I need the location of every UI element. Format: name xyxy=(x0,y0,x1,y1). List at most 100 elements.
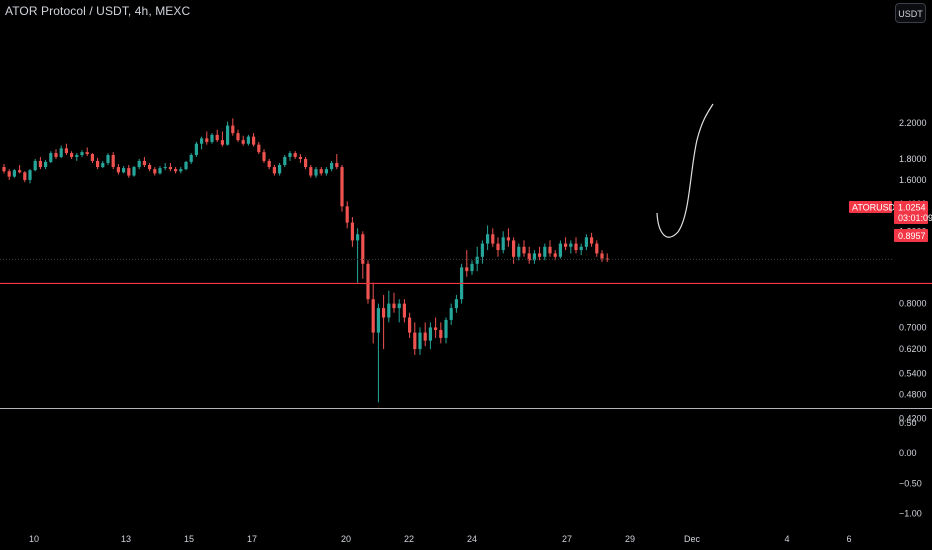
candle-body xyxy=(116,167,120,173)
symbol-title[interactable]: ATOR Protocol / USDT, 4h, MEXC xyxy=(5,4,191,18)
candle-body xyxy=(439,329,443,338)
time-tick-label: 15 xyxy=(184,534,194,544)
candle-body xyxy=(80,152,84,156)
candle-body xyxy=(96,160,100,168)
candle-body xyxy=(70,153,74,157)
price-tick-label: 0.4200 xyxy=(899,414,927,424)
indicator-tick-label: −0.50 xyxy=(899,478,922,488)
price-tick-label: 0.8000 xyxy=(899,299,927,309)
candle-body xyxy=(569,243,573,247)
countdown-text: 03:01:09 xyxy=(898,213,932,223)
currency-button[interactable]: USDT xyxy=(895,3,926,23)
time-tick-label: 22 xyxy=(404,534,414,544)
candle-body xyxy=(59,148,63,157)
candle-body xyxy=(288,153,292,157)
candle-body xyxy=(600,253,604,259)
symbol-tag-text: ATORUSDT xyxy=(852,203,901,213)
time-tick-label: 29 xyxy=(625,534,635,544)
indicator-axis[interactable]: 0.50 0.00 −0.50 −1.00 xyxy=(899,418,922,519)
candle-body xyxy=(558,243,562,257)
candle-body xyxy=(179,169,183,172)
price-tick-label: 2.2000 xyxy=(899,118,927,128)
time-tick-label: 6 xyxy=(846,534,851,544)
price-tag-text: 1.0254 xyxy=(898,203,926,213)
candle-body xyxy=(501,237,505,251)
candle-body xyxy=(517,246,521,257)
candle-body xyxy=(163,167,167,169)
candle-body xyxy=(257,144,261,153)
price-axis[interactable]: 2.20001.80001.60001.40001.20000.80000.70… xyxy=(899,118,927,423)
candle-body xyxy=(319,169,323,174)
candle-body xyxy=(226,125,230,145)
candle-body xyxy=(543,246,547,257)
price-tick-label: 0.7000 xyxy=(899,322,927,332)
candle-body xyxy=(418,332,422,350)
candle-body xyxy=(356,234,360,241)
candle-body xyxy=(595,243,599,254)
candle-body xyxy=(278,164,282,174)
candle-body xyxy=(480,243,484,257)
candle-body xyxy=(200,138,204,144)
candle-body xyxy=(241,140,245,144)
candle-body xyxy=(397,303,401,309)
candle-body xyxy=(122,168,126,173)
candle-body xyxy=(309,167,313,176)
candle-body xyxy=(423,332,427,341)
projection-drawing[interactable] xyxy=(656,103,714,238)
time-tick-label: 27 xyxy=(562,534,572,544)
price-tag xyxy=(894,201,928,224)
candle-body xyxy=(345,206,349,223)
candle-body xyxy=(532,253,536,261)
candle-body xyxy=(236,133,240,141)
candle-body xyxy=(210,134,214,142)
candle-body xyxy=(33,160,37,171)
candle-body xyxy=(189,155,193,162)
candle-body xyxy=(350,222,354,241)
candle-body xyxy=(12,170,16,177)
price-tick-label: 1.6000 xyxy=(899,175,927,185)
candle-body xyxy=(590,237,594,244)
candle-body xyxy=(564,243,568,247)
candle-body xyxy=(137,160,141,168)
candle-body xyxy=(283,156,287,165)
candle-body xyxy=(298,156,302,159)
candle-body xyxy=(574,243,578,251)
candle-body xyxy=(18,170,22,173)
candle-body xyxy=(454,299,458,309)
candle-body xyxy=(491,234,495,244)
candle-body xyxy=(252,136,256,145)
candle-body xyxy=(366,263,370,300)
candle-body xyxy=(553,253,557,257)
candle-body xyxy=(304,158,308,168)
candle-body xyxy=(413,332,417,350)
candle-body xyxy=(330,162,334,170)
time-axis[interactable]: 10 13 15 17 20 22 24 27 29 Dec 4 6 xyxy=(29,534,852,544)
candle-body xyxy=(434,327,438,330)
symbol-tag xyxy=(849,201,892,213)
candle-body xyxy=(142,160,146,165)
candle-body xyxy=(475,256,479,264)
candle-body xyxy=(387,303,391,318)
candle-body xyxy=(496,243,500,251)
candle-body xyxy=(272,167,276,174)
candle-body xyxy=(54,153,58,157)
candle-body xyxy=(267,160,271,168)
candle-body xyxy=(168,167,172,170)
candle-body xyxy=(28,170,32,180)
candle-body xyxy=(153,169,157,174)
candle-body xyxy=(111,155,115,168)
candle-body xyxy=(38,160,42,168)
indicator-tick-label: 0.50 xyxy=(899,418,917,428)
candle-body xyxy=(293,153,297,157)
candle-body xyxy=(101,162,105,168)
candle-body xyxy=(324,169,328,174)
candle-body xyxy=(44,161,48,168)
candle-body xyxy=(371,299,375,333)
price-tick-label: 0.5400 xyxy=(899,369,927,379)
candle-body xyxy=(428,327,432,341)
current-price-tags: ATORUSDT 1.0254 03:01:09 xyxy=(849,201,932,224)
price-tick-label: 1.8000 xyxy=(899,154,927,164)
candle-body xyxy=(584,237,588,247)
candle-body xyxy=(465,267,469,272)
